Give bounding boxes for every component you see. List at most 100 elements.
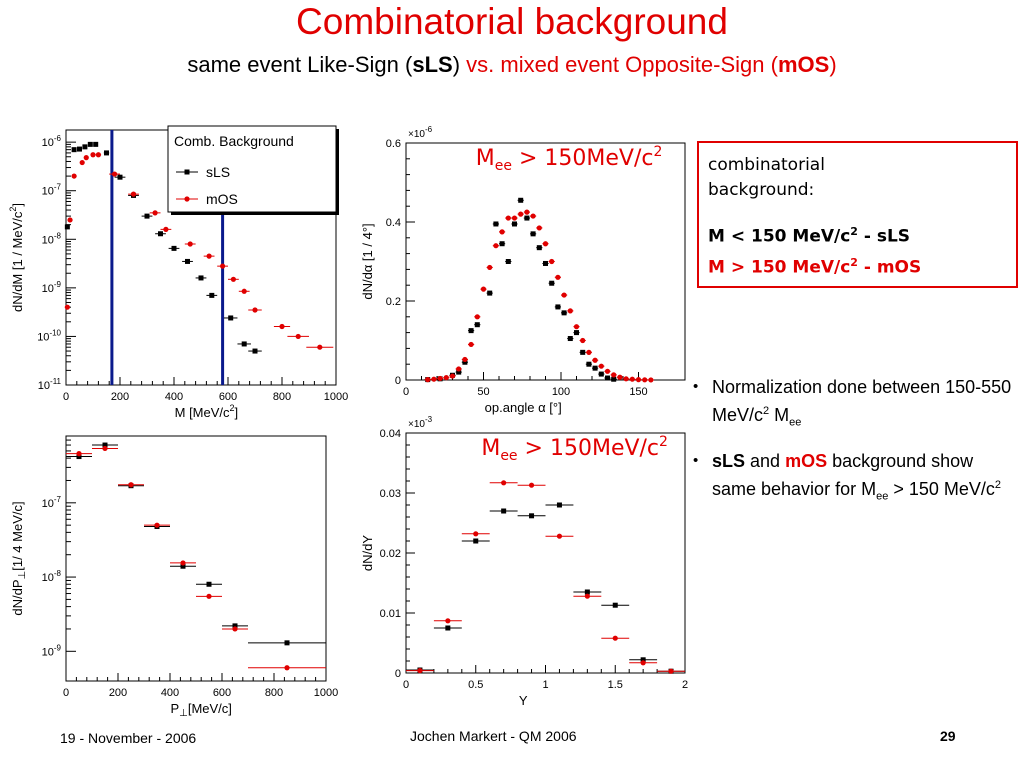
- x-tick-label: 200: [109, 687, 127, 699]
- data-point-mOS: [505, 215, 511, 221]
- data-point-sLS: [501, 508, 507, 514]
- data-point-mOS: [180, 560, 186, 566]
- data-point-sLS: [456, 369, 462, 375]
- data-point-mOS: [130, 191, 137, 197]
- x-tick-label: 1000: [324, 391, 348, 403]
- subtitle-part1: same event Like-Sign (: [187, 52, 413, 77]
- x-tick-label: 800: [273, 391, 291, 403]
- data-point-sLS: [185, 258, 190, 264]
- data-point-mOS: [501, 480, 507, 486]
- bullet-2-sub: ee: [876, 490, 889, 503]
- data-point-mOS: [232, 626, 238, 632]
- bullet-2-mos: mOS: [785, 450, 828, 471]
- data-point-mOS: [499, 229, 505, 235]
- bullet-2-rest: background show same behavior for M: [712, 450, 974, 499]
- data-point-mOS: [443, 375, 449, 381]
- y-tick-label: 10-11: [38, 377, 62, 392]
- subtitle-part3: vs. mixed event Opposite-Sign (: [460, 52, 778, 77]
- data-point-mOS: [462, 356, 468, 363]
- summary-box: combinatorial background: M < 150 MeV/c2…: [697, 141, 1018, 288]
- data-point-mOS: [561, 292, 567, 298]
- data-point-mOS: [612, 635, 618, 641]
- data-point-mOS: [445, 618, 451, 624]
- data-point-mOS: [580, 337, 586, 344]
- data-point-mOS: [163, 226, 169, 232]
- pt-spectrum-chart: 0 200 400 600 800 1000 10-9 10-8 10-7 P⊥[MeV/c] dN…: [10, 435, 338, 719]
- callout-sls-text: M < 150 MeV/c: [708, 226, 851, 247]
- data-point-sLS: [584, 589, 590, 595]
- data-point-mOS: [154, 522, 160, 528]
- data-point-mOS: [635, 377, 642, 383]
- data-point-mOS: [295, 333, 301, 340]
- data-point-sLS: [529, 513, 535, 519]
- data-point-mOS: [623, 376, 629, 382]
- x-tick-label: 1.5: [608, 679, 623, 691]
- data-point-sLS: [206, 581, 212, 587]
- bullet-2-rest2: > 150 MeV/c: [888, 478, 995, 499]
- x-axis-label: op.angle α [°]: [485, 400, 562, 415]
- data-point-sLS: [505, 259, 511, 264]
- legend-marker-sLS: [184, 169, 190, 175]
- data-point-mOS: [468, 341, 474, 348]
- data-point-sLS: [104, 150, 109, 156]
- x-tick-label: 0.5: [468, 679, 483, 691]
- data-point-mOS: [542, 241, 549, 247]
- data-point-sLS: [102, 442, 108, 448]
- data-point-sLS: [144, 213, 150, 219]
- y-axis-label: dN/dY: [360, 535, 375, 571]
- data-point-mOS: [284, 665, 290, 671]
- data-point-mOS: [536, 225, 542, 231]
- bullet-2-and: and: [745, 450, 786, 471]
- data-point-mOS: [152, 210, 158, 216]
- y-tick-label: 10-8: [42, 231, 62, 246]
- data-point-mOS: [64, 304, 70, 310]
- data-point-mOS: [556, 533, 563, 539]
- data-point-sLS: [76, 454, 82, 460]
- data-point-sLS: [549, 280, 555, 286]
- data-point-sLS: [567, 336, 573, 342]
- bullet-1-sup: 2: [763, 405, 770, 417]
- data-point-sLS: [499, 241, 505, 247]
- y-tick-label: 10-8: [42, 569, 62, 584]
- x-tick-label: 150: [629, 386, 647, 398]
- data-point-mOS: [79, 159, 85, 166]
- y-tick-label: 0.03: [380, 488, 401, 500]
- x-tick-label: 400: [161, 687, 179, 699]
- data-point-mOS: [417, 668, 423, 674]
- bullet-dot-icon: •: [693, 451, 699, 469]
- data-point-mOS: [102, 445, 108, 452]
- cut-annotation: Mee > 150MeV/c2: [481, 434, 668, 464]
- cut-annotation: Mee > 150MeV/c2: [476, 144, 663, 174]
- data-point-mOS: [584, 593, 590, 599]
- data-point-sLS: [555, 304, 561, 310]
- y-tick-label: 0: [395, 668, 401, 680]
- data-point-sLS: [586, 361, 592, 367]
- data-point-sLS: [561, 310, 567, 316]
- data-point-mOS: [431, 376, 437, 382]
- data-point-mOS: [437, 375, 443, 382]
- data-point-sLS: [158, 231, 163, 237]
- data-point-sLS: [445, 625, 451, 631]
- x-tick-label: 50: [477, 386, 489, 398]
- data-point-sLS: [209, 292, 215, 298]
- bullet-same-behavior: • sLS and mOS background show same behav…: [690, 449, 1020, 509]
- data-point-sLS: [232, 623, 238, 629]
- y-tick-label: 0.4: [386, 217, 401, 229]
- data-point-mOS: [473, 531, 479, 537]
- x-tick-label: 0: [63, 687, 69, 699]
- x-tick-label: 800: [265, 687, 283, 699]
- x-tick-label: 0: [63, 391, 69, 403]
- x-tick-label: 2: [682, 679, 688, 691]
- data-point-mOS: [206, 593, 212, 599]
- callout-sls-sup: 2: [850, 225, 858, 238]
- callout-sls-tail: - sLS: [857, 226, 911, 247]
- y-tick-label: 0.04: [380, 428, 401, 440]
- callout-mos-text: M > 150 MeV/c: [708, 257, 851, 278]
- x-tick-label: 0: [403, 386, 409, 398]
- data-point-mOS: [530, 213, 536, 219]
- callout-sls-row: M < 150 MeV/c2 - sLS: [708, 219, 1016, 250]
- data-point-sLS: [556, 502, 562, 508]
- bullet-1-sub: ee: [789, 416, 802, 429]
- bullet-1-text: Normalization done between 150-550 MeV/c: [712, 377, 1012, 425]
- data-point-mOS: [493, 243, 499, 249]
